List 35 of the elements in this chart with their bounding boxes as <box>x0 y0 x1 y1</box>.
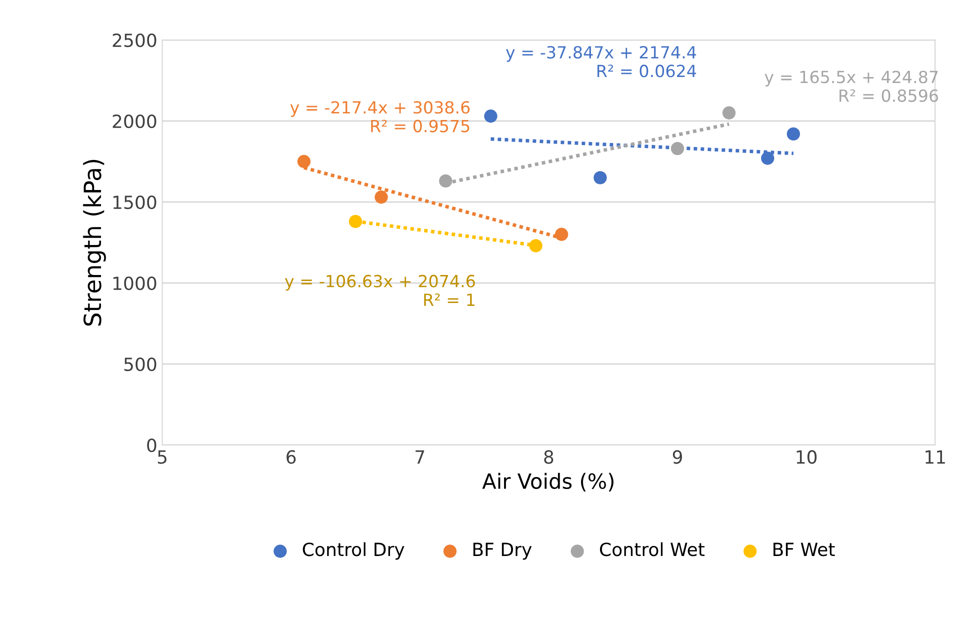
legend-label: Control Dry <box>302 542 404 560</box>
point <box>297 154 311 168</box>
x-tick-label: 6 <box>286 450 296 464</box>
legend-label: BF Wet <box>774 542 835 556</box>
x-tick-label: 8 <box>544 450 554 464</box>
point <box>439 174 452 188</box>
point <box>670 142 684 156</box>
point <box>786 127 800 141</box>
y-axis-title: Strength (kPa) <box>83 160 106 326</box>
annotation: y = -217.4x + 3038.6 R² = 0.9575 <box>290 101 470 132</box>
x-tick-label: 5 <box>158 450 166 464</box>
x-tick-label: 7 <box>416 450 424 464</box>
y-tick-label: 2000 <box>112 114 156 128</box>
point <box>484 110 498 123</box>
point <box>529 239 542 252</box>
point <box>374 190 388 204</box>
x-tick-label: 10 <box>796 450 817 464</box>
point <box>594 171 607 184</box>
annotation: y = -37.847x + 2174.4 R² = 0.0624 <box>506 46 696 78</box>
legend-label: BF Dry <box>473 542 532 560</box>
point <box>554 228 568 241</box>
y-tick-label: 500 <box>124 357 156 372</box>
x-axis-title: Air Voids (%) <box>482 472 614 492</box>
legend-label: Control Wet <box>600 542 705 556</box>
y-tick-label: 0 <box>147 438 156 452</box>
point <box>722 106 736 120</box>
y-tick-label: 1000 <box>113 276 156 290</box>
annotation: y = -106.63x + 2074.6 R² = 1 <box>284 274 475 306</box>
annotation: y = 165.5x + 424.87 R² = 0.8596 <box>764 70 938 102</box>
x-tick-label: 9 <box>672 450 682 464</box>
point <box>761 152 774 165</box>
y-tick-label: 1500 <box>113 195 156 210</box>
point <box>348 214 362 228</box>
y-tick-label: 2500 <box>112 33 156 48</box>
x-tick-label: 11 <box>926 450 945 464</box>
